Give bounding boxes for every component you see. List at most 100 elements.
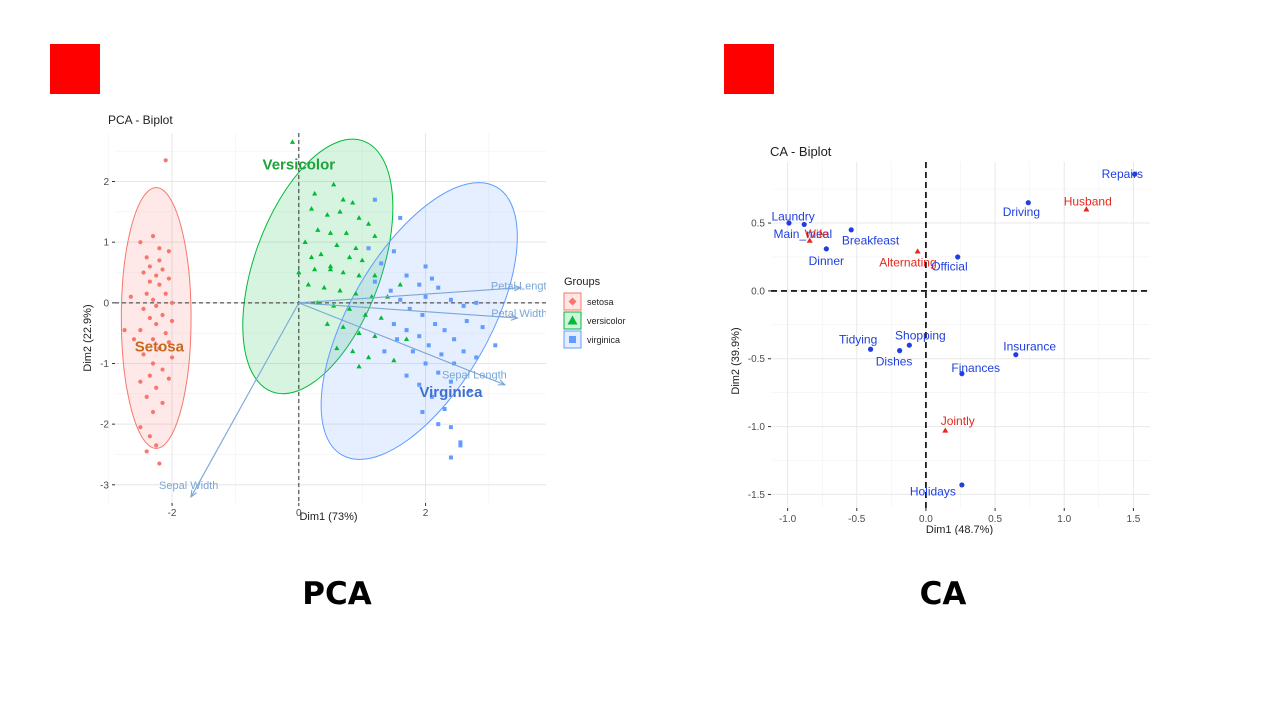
pca-point-versicolor [346, 306, 353, 311]
pca-point-versicolor [318, 251, 324, 257]
pca-point-versicolor [356, 272, 362, 278]
pca-point-setosa [144, 255, 149, 260]
ca-ytick-label: -1.5 [748, 490, 766, 501]
pca-point-setosa [144, 291, 149, 296]
pca-panel [115, 133, 546, 503]
pca-point-setosa [157, 282, 162, 287]
pca-point-virginica [433, 322, 438, 327]
ca-ytick-label: 0.5 [751, 219, 765, 230]
pca-point-virginica [420, 410, 425, 415]
pca-point-setosa [154, 443, 159, 448]
ca-col-label-alternating: Alternating [879, 255, 936, 269]
ca-row-label-tidying: Tidying [839, 333, 877, 347]
pca-point-versicolor [365, 354, 372, 360]
pca-point-virginica [382, 349, 387, 354]
pca-point-versicolor [305, 281, 311, 287]
pca-arrow-petal-length [298, 287, 521, 304]
pca-point-virginica [448, 379, 453, 384]
pca-legend-glyph-virginica [569, 336, 576, 343]
pca-point-versicolor [324, 212, 330, 217]
pca-group-label-virginica: Virginica [419, 384, 483, 401]
pca-arrow-label-petal-length: Petal Length [491, 281, 553, 293]
ca-row-point-official [955, 254, 961, 260]
pca-point-virginica [436, 285, 441, 290]
pca-point-versicolor [356, 215, 362, 220]
pca-point-virginica [379, 261, 384, 266]
pca-point-virginica [395, 337, 400, 342]
pca-ytick-label: -3 [100, 480, 109, 491]
ca-biplot-chart: Laundry Main_meal Dinner Breakfeast Tidying D… [730, 144, 1150, 535]
pca-point-virginica [423, 361, 428, 366]
pca-ytick-label: 0 [103, 298, 109, 309]
pca-legend-glyph-versicolor [567, 315, 578, 325]
pca-point-virginica [436, 370, 441, 375]
pca-point-versicolor [372, 272, 378, 278]
pca-point-virginica [417, 382, 422, 387]
pca-point-virginica [474, 355, 479, 360]
ca-ytick-label: 0.0 [751, 286, 765, 297]
pca-point-versicolor [308, 254, 315, 260]
pca-point-versicolor [372, 333, 378, 338]
pca-point-versicolor [356, 330, 362, 335]
ca-xtick-label: 0.0 [919, 514, 933, 525]
ca-title: CA - Biplot [770, 144, 832, 159]
pca-point-virginica [420, 312, 425, 317]
pca-ytick-label: -2 [100, 420, 109, 431]
pca-point-versicolor [356, 363, 362, 369]
pca-xlabel: Dim1 (73%) [299, 511, 357, 523]
ca-col-label-husband: Husband [1064, 194, 1112, 208]
pca-point-versicolor [365, 221, 372, 226]
pca-point-setosa [154, 321, 159, 327]
pca-point-versicolor [334, 242, 340, 248]
ca-row-point-dishes [897, 348, 903, 354]
pca-point-versicolor [315, 300, 321, 305]
pca-point-versicolor [289, 139, 296, 144]
pca-point-setosa [122, 328, 127, 333]
pca-point-virginica [458, 440, 463, 445]
pca-point-setosa [147, 434, 152, 439]
ca-row-label-repairs: Repairs [1102, 167, 1143, 181]
ca-row-point-breakfeast [848, 227, 854, 233]
ca-col-point-wife [806, 237, 813, 243]
pca-point-virginica [404, 373, 409, 378]
pca-point-versicolor [296, 269, 302, 275]
pca-point-virginica [474, 300, 479, 305]
pca-point-virginica [442, 406, 447, 411]
pca-point-virginica [442, 328, 447, 333]
pca-point-versicolor [312, 266, 318, 272]
pca-point-setosa [150, 297, 156, 302]
pca-point-setosa [138, 379, 143, 384]
ca-row-label-dishes: Dishes [876, 354, 913, 368]
pca-point-setosa [169, 300, 175, 305]
pca-point-versicolor [340, 324, 346, 329]
caption-pca: PCA [302, 576, 372, 612]
pca-point-setosa [138, 328, 143, 333]
pca-point-setosa [147, 279, 152, 284]
pca-point-versicolor [362, 312, 368, 317]
pca-point-setosa [128, 294, 133, 299]
pca-ylabel: Dim2 (22.9%) [82, 304, 94, 371]
pca-point-setosa [147, 373, 152, 378]
red-square-marker-right [724, 44, 774, 94]
pca-point-versicolor [340, 269, 346, 275]
pca-point-virginica [404, 328, 409, 333]
pca-point-versicolor [337, 209, 343, 214]
pca-point-virginica [388, 288, 393, 293]
caption-ca: CA [919, 576, 967, 612]
pca-xtick-label: -2 [168, 508, 177, 519]
pca-arrowhead-petal-width [510, 314, 519, 321]
pca-title: PCA - Biplot [108, 113, 173, 127]
pca-point-versicolor [359, 257, 365, 263]
pca-point-setosa [160, 400, 165, 406]
ca-ytick-label: -1.0 [748, 422, 766, 433]
ca-row-point-finances [959, 371, 965, 377]
pca-point-setosa [138, 425, 143, 430]
pca-point-versicolor [321, 284, 327, 290]
pca-point-setosa [150, 409, 156, 415]
pca-point-virginica [404, 273, 409, 278]
ca-col-point-alternating [914, 248, 921, 254]
pca-point-versicolor [353, 245, 359, 251]
pca-point-setosa [150, 337, 156, 342]
pca-arrow-petal-width [298, 302, 518, 319]
pca-point-versicolor [343, 230, 349, 235]
